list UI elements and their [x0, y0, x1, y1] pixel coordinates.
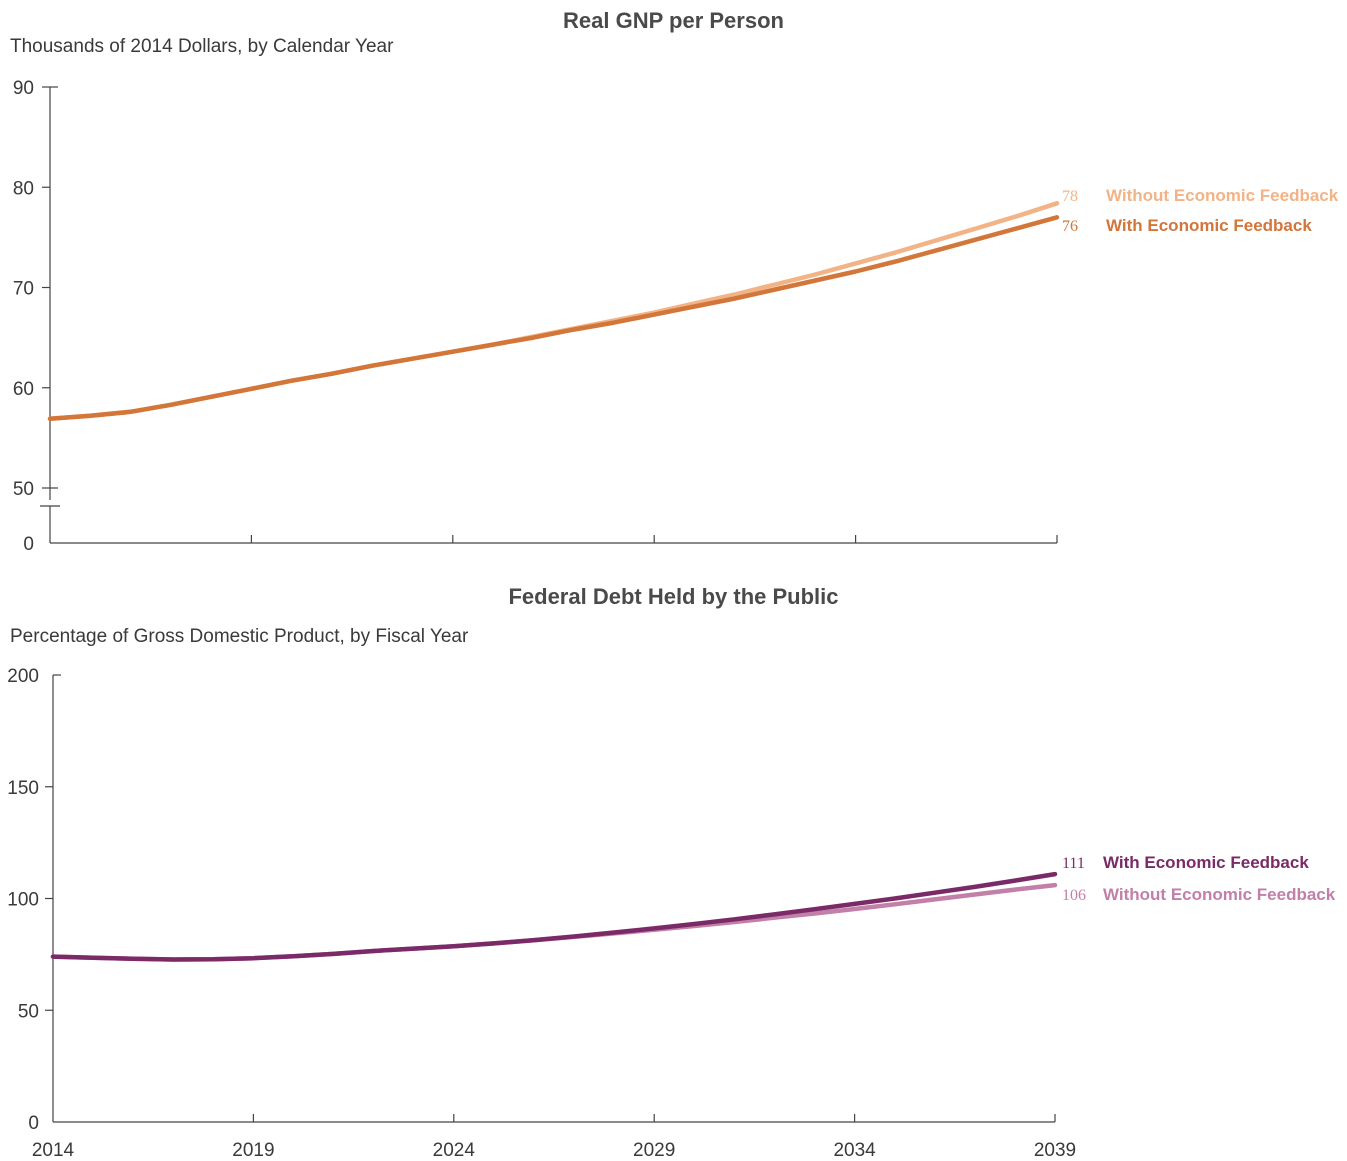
- chart-2-title: Federal Debt Held by the Public: [508, 584, 839, 609]
- chart-2-x-tick-label: 2039: [1034, 1140, 1076, 1161]
- chart-2-y-tick-label: 200: [7, 666, 39, 687]
- chart-1-y-tick-label: 80: [13, 178, 34, 199]
- chart-1-end-value-label: 78: [1062, 188, 1078, 205]
- chart-2-y-tick-label: 0: [28, 1113, 39, 1134]
- chart-1-end-value-label: 76: [1062, 218, 1078, 235]
- chart-2-x-tick-label: 2019: [232, 1140, 274, 1161]
- chart-2-y-tick-label: 150: [7, 778, 39, 799]
- chart-1-series-line: [47, 215, 1060, 422]
- chart-1-y-tick-label: 70: [13, 279, 34, 300]
- chart-2-x-tick-label: 2034: [833, 1140, 876, 1161]
- chart-1-series-line: [47, 201, 1060, 422]
- chart-2-series-line: [50, 871, 1058, 962]
- chart-1-y-tick-label: 60: [13, 379, 34, 400]
- chart-2-x-tick-label: 2014: [32, 1140, 75, 1161]
- chart-2-y-tick-label: 50: [18, 1001, 39, 1022]
- chart-2-y-axis-label: Percentage of Gross Domestic Product, by…: [10, 626, 469, 647]
- chart-1-y-tick-label: 0: [23, 534, 34, 555]
- chart-2-series-name-label: Without Economic Feedback: [1103, 885, 1336, 904]
- chart-1-series-name-label: Without Economic Feedback: [1106, 186, 1339, 205]
- chart-1-title: Real GNP per Person: [563, 8, 784, 33]
- chart-2-end-value-label: 106: [1062, 887, 1086, 904]
- chart-2-series-name-label: With Economic Feedback: [1103, 853, 1309, 872]
- chart-1-y-tick-label: 90: [13, 78, 34, 99]
- chart-2-end-value-label: 111: [1062, 855, 1085, 872]
- chart-1-y-tick-label: 50: [13, 479, 34, 500]
- chart-2-y-tick-label: 100: [7, 890, 39, 911]
- chart-2-x-tick-label: 2024: [433, 1140, 476, 1161]
- chart-1-series-name-label: With Economic Feedback: [1106, 216, 1312, 235]
- chart-2-x-tick-label: 2029: [633, 1140, 675, 1161]
- chart-1-y-axis-label: Thousands of 2014 Dollars, by Calendar Y…: [10, 36, 394, 57]
